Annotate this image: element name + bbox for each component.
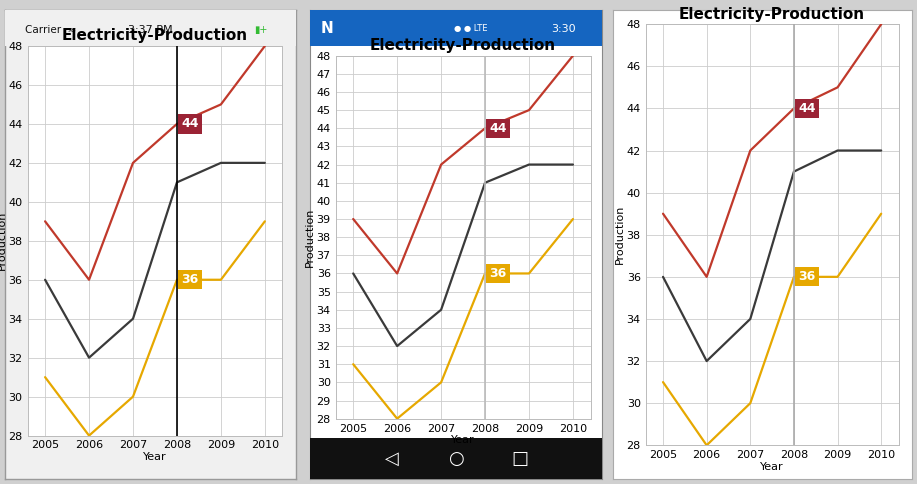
Text: ● ● LTE: ● ● LTE (454, 24, 487, 33)
Text: ◁: ◁ (384, 450, 399, 468)
Text: 36: 36 (799, 271, 815, 283)
Text: Carrier  ≈: Carrier ≈ (25, 25, 76, 35)
Title: Electricity-Production: Electricity-Production (679, 7, 865, 22)
Text: 36: 36 (182, 273, 199, 286)
Title: Electricity-Production: Electricity-Production (62, 29, 248, 44)
Y-axis label: Production: Production (305, 208, 315, 267)
X-axis label: Year: Year (451, 435, 475, 445)
Text: 44: 44 (182, 118, 199, 130)
X-axis label: Year: Year (143, 452, 167, 462)
Y-axis label: Production: Production (615, 205, 625, 264)
Text: ▮+: ▮+ (255, 25, 268, 35)
Title: Electricity-Production: Electricity-Production (370, 38, 556, 53)
Text: 36: 36 (490, 267, 507, 280)
X-axis label: Year: Year (760, 462, 784, 471)
Y-axis label: Production: Production (0, 211, 7, 271)
Text: 3:30: 3:30 (551, 24, 576, 33)
Text: 44: 44 (490, 122, 507, 135)
Text: ○: ○ (447, 450, 464, 468)
Text: N: N (321, 21, 334, 36)
Text: 44: 44 (799, 102, 816, 115)
Text: □: □ (512, 450, 528, 468)
Text: 3:37 PM: 3:37 PM (128, 25, 172, 35)
